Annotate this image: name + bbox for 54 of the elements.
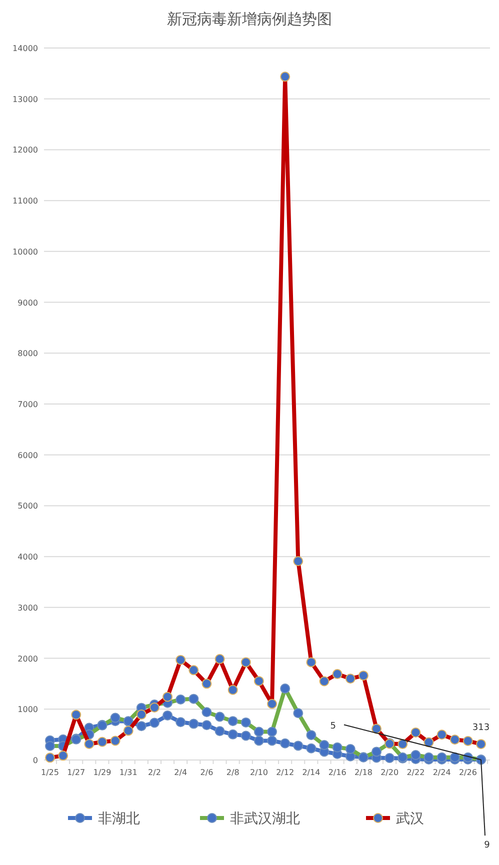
point <box>149 718 160 728</box>
y-tick-label: 13000 <box>12 94 38 104</box>
data-label: 313 <box>472 723 490 734</box>
y-tick-label: 11000 <box>12 196 38 206</box>
x-tick-label: 2/26 <box>458 768 477 777</box>
y-tick-label: 10000 <box>12 247 38 256</box>
y-tick-label: 5000 <box>18 502 38 511</box>
point <box>188 718 199 729</box>
point <box>280 738 290 748</box>
x-tick-label: 2/6 <box>200 768 214 777</box>
data-label: 5 <box>330 722 336 732</box>
y-tick-label: 3000 <box>18 603 38 612</box>
y-tick-label: 14000 <box>12 44 38 53</box>
y-tick-label: 1000 <box>18 705 38 714</box>
point <box>254 736 264 746</box>
y-tick-label: 8000 <box>18 349 38 358</box>
legend-label: 非武汉湖北 <box>230 811 300 827</box>
x-tick-label: 2/18 <box>354 768 372 777</box>
x-tick-label: 2/14 <box>302 768 320 777</box>
y-tick-label: 9000 <box>18 298 38 308</box>
data-label: 9 <box>484 840 490 851</box>
x-tick-label: 2/16 <box>328 768 346 777</box>
point <box>214 726 225 736</box>
legend-label: 武汉 <box>396 811 424 827</box>
point <box>293 740 304 751</box>
y-tick-label: 2000 <box>18 654 38 664</box>
x-tick-label: 1/25 <box>41 768 59 777</box>
point <box>176 717 186 728</box>
y-tick-label: 6000 <box>18 450 38 460</box>
point <box>240 730 251 741</box>
x-tick-label: 2/24 <box>432 768 451 777</box>
point <box>136 721 146 732</box>
point <box>228 729 238 740</box>
point <box>384 753 395 764</box>
y-tick-label: 12000 <box>12 146 38 155</box>
legend-label: 非湖北 <box>98 811 140 827</box>
y-tick-label: 7000 <box>18 400 38 409</box>
chart-title: 新冠病毒新增病例趋势图 <box>167 10 332 28</box>
point <box>267 736 278 746</box>
x-tick-label: 1/31 <box>119 768 138 777</box>
x-tick-label: 2/8 <box>226 768 240 777</box>
x-tick-label: 2/4 <box>174 768 188 777</box>
y-tick-label: 0 <box>32 756 38 765</box>
x-tick-label: 1/29 <box>93 768 112 777</box>
x-tick-label: 2/22 <box>406 768 425 777</box>
x-tick-label: 2/20 <box>380 768 399 777</box>
point <box>162 710 173 720</box>
point <box>202 720 212 730</box>
x-tick-label: 2/12 <box>276 768 294 777</box>
x-tick-label: 2/2 <box>148 768 161 777</box>
y-tick-label: 4000 <box>18 552 38 562</box>
x-tick-label: 1/27 <box>67 768 86 777</box>
x-tick-label: 2/10 <box>250 768 268 777</box>
point <box>306 743 316 754</box>
